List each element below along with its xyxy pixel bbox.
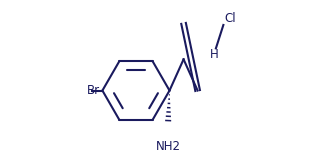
- Text: NH2: NH2: [155, 141, 180, 154]
- Text: Cl: Cl: [224, 12, 236, 25]
- Text: Br: Br: [87, 84, 100, 97]
- Text: H: H: [210, 48, 218, 61]
